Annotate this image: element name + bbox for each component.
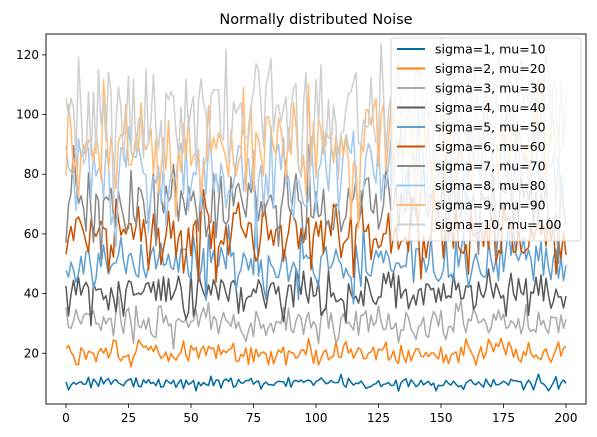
legend-label: sigma=10, mu=100 [435, 217, 562, 232]
legend-label: sigma=8, mu=80 [435, 178, 546, 193]
legend-label: sigma=4, mu=40 [435, 100, 546, 115]
x-tick-label: 50 [183, 411, 198, 425]
legend-label: sigma=5, mu=50 [435, 120, 546, 135]
legend-label: sigma=3, mu=30 [435, 81, 546, 96]
x-tick-label: 25 [121, 411, 136, 425]
x-tick-label: 100 [305, 411, 328, 425]
y-tick-label: 120 [16, 48, 39, 62]
x-tick-label: 0 [62, 411, 70, 425]
x-tick-label: 75 [246, 411, 261, 425]
legend: sigma=1, mu=10 sigma=2, mu=20 sigma=3, mu=… [391, 38, 581, 241]
x-tick-label: 150 [430, 411, 453, 425]
y-tick-label: 100 [16, 108, 39, 122]
legend-label: sigma=9, mu=90 [435, 198, 546, 213]
legend-label: sigma=6, mu=60 [435, 139, 546, 154]
y-tick-label: 40 [24, 287, 39, 301]
x-tick-label: 175 [492, 411, 515, 425]
y-tick-label: 80 [24, 167, 39, 181]
legend-label: sigma=1, mu=10 [435, 42, 546, 57]
legend-label: sigma=2, mu=20 [435, 61, 546, 76]
x-tick-label: 200 [555, 411, 578, 425]
y-tick-label: 60 [24, 227, 39, 241]
chart-title: Normally distributed Noise [219, 12, 412, 28]
y-tick-label: 20 [24, 346, 39, 360]
x-tick-label: 125 [367, 411, 390, 425]
legend-label: sigma=7, mu=70 [435, 159, 546, 174]
